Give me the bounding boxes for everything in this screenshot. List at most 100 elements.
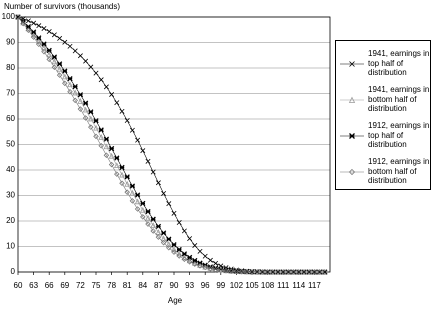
data-point bbox=[285, 269, 292, 275]
x-tick-label: 105 bbox=[245, 281, 259, 290]
x-tick-label: 81 bbox=[123, 281, 132, 290]
data-point bbox=[301, 269, 307, 275]
data-point bbox=[129, 189, 136, 196]
data-point bbox=[51, 32, 57, 38]
data-point bbox=[62, 80, 68, 87]
data-point bbox=[197, 248, 203, 254]
x-tick-label: 114 bbox=[292, 281, 305, 290]
legend-label: 1941, earnings in top half of distributi… bbox=[368, 49, 430, 77]
data-point bbox=[134, 192, 141, 198]
legend-marker bbox=[349, 61, 355, 67]
x-tick-label: 93 bbox=[185, 281, 194, 290]
data-point bbox=[72, 89, 79, 96]
data-point bbox=[124, 118, 130, 124]
data-point bbox=[150, 228, 156, 234]
data-point bbox=[57, 35, 63, 41]
data-point bbox=[41, 25, 47, 31]
data-point bbox=[119, 171, 125, 178]
data-point bbox=[109, 92, 115, 98]
data-point bbox=[140, 148, 146, 154]
data-point bbox=[108, 152, 115, 159]
data-point bbox=[155, 180, 161, 186]
data-point bbox=[197, 260, 203, 266]
data-point bbox=[176, 253, 182, 259]
x-tick-label: 78 bbox=[107, 281, 116, 290]
data-point bbox=[129, 183, 136, 189]
data-point bbox=[171, 249, 177, 255]
y-tick-label: 0 bbox=[11, 267, 16, 276]
data-point bbox=[155, 234, 162, 240]
x-tick-label: 90 bbox=[170, 281, 179, 290]
data-point bbox=[134, 206, 141, 212]
data-point bbox=[98, 77, 104, 83]
data-point bbox=[36, 23, 42, 29]
data-point bbox=[25, 27, 32, 34]
plot-border bbox=[17, 16, 331, 273]
y-tick-label: 10 bbox=[6, 242, 15, 251]
data-point bbox=[129, 127, 135, 133]
data-point bbox=[108, 161, 115, 168]
data-point bbox=[150, 169, 156, 175]
data-point bbox=[93, 70, 99, 76]
data-point bbox=[160, 239, 167, 246]
data-point bbox=[82, 115, 89, 121]
data-point bbox=[41, 48, 47, 55]
x-tick-label: 63 bbox=[29, 281, 38, 290]
data-point bbox=[316, 269, 323, 275]
data-point bbox=[56, 65, 63, 72]
data-point bbox=[166, 201, 172, 207]
legend-label: 1941, earnings in bottom half of distrib… bbox=[368, 85, 430, 113]
data-point bbox=[218, 267, 224, 273]
data-point bbox=[67, 88, 73, 95]
data-point bbox=[171, 242, 177, 248]
data-point bbox=[145, 208, 151, 215]
data-point bbox=[176, 246, 182, 253]
data-point bbox=[264, 269, 271, 275]
data-point bbox=[88, 124, 94, 130]
data-point bbox=[311, 269, 318, 275]
legend-label: 1912, earnings in bottom half of distrib… bbox=[368, 157, 430, 185]
data-point bbox=[145, 214, 151, 221]
data-point bbox=[56, 61, 63, 67]
data-point bbox=[103, 136, 110, 142]
data-point bbox=[62, 39, 68, 45]
data-point bbox=[171, 210, 177, 216]
data-point bbox=[41, 41, 47, 47]
y-tick-label: 90 bbox=[6, 38, 15, 47]
data-point bbox=[139, 206, 146, 213]
data-point bbox=[124, 180, 131, 187]
data-point bbox=[165, 241, 172, 247]
data-point bbox=[171, 246, 177, 252]
data-point bbox=[46, 47, 52, 54]
data-point bbox=[61, 73, 68, 80]
legend-marker bbox=[349, 133, 355, 139]
data-point bbox=[25, 18, 31, 24]
y-tick-label: 80 bbox=[6, 63, 15, 72]
x-tick-label: 102 bbox=[230, 281, 244, 290]
data-point bbox=[72, 97, 78, 104]
legend-entry: 1912, earnings in top half of distributi… bbox=[336, 121, 432, 155]
legend-marker bbox=[348, 96, 356, 103]
data-point bbox=[30, 34, 37, 40]
data-point bbox=[124, 189, 130, 195]
data-point bbox=[192, 261, 198, 267]
y-tick-label: 70 bbox=[6, 89, 15, 98]
data-point bbox=[15, 14, 21, 20]
data-point bbox=[306, 269, 312, 275]
y-tick-label: 60 bbox=[6, 114, 15, 123]
x-tick-label: 111 bbox=[277, 281, 290, 290]
data-point bbox=[20, 20, 26, 27]
data-point bbox=[31, 20, 37, 26]
x-tick-label: 117 bbox=[308, 281, 321, 290]
data-point bbox=[108, 145, 115, 152]
data-point bbox=[296, 269, 302, 275]
data-point bbox=[98, 143, 104, 149]
data-point bbox=[290, 269, 297, 275]
data-point bbox=[67, 81, 73, 88]
data-point bbox=[93, 133, 99, 140]
x-tick-label: 87 bbox=[154, 281, 163, 290]
data-point bbox=[114, 171, 120, 177]
data-point bbox=[223, 267, 229, 274]
data-point bbox=[77, 106, 84, 112]
data-point bbox=[166, 236, 172, 242]
